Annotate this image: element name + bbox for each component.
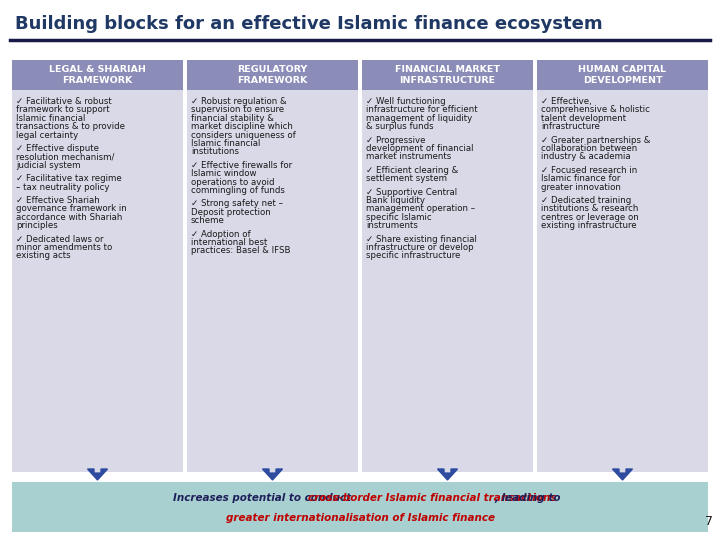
Text: ✓ Efficient clearing &: ✓ Efficient clearing & [366,166,458,175]
Text: infrastructure or develop: infrastructure or develop [366,243,474,252]
Text: ✓ Effective dispute: ✓ Effective dispute [16,144,99,153]
Text: market instruments: market instruments [366,152,451,161]
FancyBboxPatch shape [537,90,708,472]
Text: 7: 7 [705,515,713,528]
Text: institutions & research: institutions & research [541,205,639,213]
Text: ✓ Adoption of: ✓ Adoption of [191,230,251,239]
Text: minor amendments to: minor amendments to [16,243,112,252]
Text: ✓ Dedicated laws or: ✓ Dedicated laws or [16,234,104,244]
FancyBboxPatch shape [187,60,358,90]
Text: & surplus funds: & surplus funds [366,122,433,131]
Text: ✓ Effective,: ✓ Effective, [541,97,592,106]
Text: accordance with Shariah: accordance with Shariah [16,213,122,222]
Text: greater innovation: greater innovation [541,183,621,192]
Text: ✓ Focused research in: ✓ Focused research in [541,166,637,175]
FancyBboxPatch shape [12,482,708,532]
Text: centres or leverage on: centres or leverage on [541,213,639,222]
Text: judicial system: judicial system [16,161,81,170]
Text: industry & academia: industry & academia [541,152,631,161]
Text: institutions: institutions [191,147,239,157]
Text: operations to avoid: operations to avoid [191,178,274,187]
Text: international best: international best [191,238,267,247]
Text: existing infrastructure: existing infrastructure [541,221,636,230]
FancyBboxPatch shape [187,90,358,472]
Text: considers uniqueness of: considers uniqueness of [191,131,296,140]
Text: Islamic window: Islamic window [191,169,256,178]
Text: practices: Basel & IFSB: practices: Basel & IFSB [191,246,290,255]
Text: ✓ Facilitative tax regime: ✓ Facilitative tax regime [16,174,122,183]
FancyBboxPatch shape [12,60,183,90]
Text: governance framework in: governance framework in [16,205,127,213]
FancyBboxPatch shape [362,60,533,90]
Text: management operation –: management operation – [366,205,475,213]
Text: HUMAN CAPITAL
DEVELOPMENT: HUMAN CAPITAL DEVELOPMENT [578,65,667,85]
Text: Bank liquidity: Bank liquidity [366,196,425,205]
Text: Islamic financial: Islamic financial [191,139,261,148]
Text: REGULATORY
FRAMEWORK: REGULATORY FRAMEWORK [238,65,307,85]
Polygon shape [88,469,107,480]
Text: instruments: instruments [366,221,418,230]
Text: Building blocks for an effective Islamic finance ecosystem: Building blocks for an effective Islamic… [15,15,603,33]
Text: principles: principles [16,221,58,230]
Text: transactions & to provide: transactions & to provide [16,122,125,131]
Text: settlement system: settlement system [366,174,447,183]
Text: greater internationalisation of Islamic finance: greater internationalisation of Islamic … [225,513,495,523]
Text: talent development: talent development [541,114,626,123]
Text: Increases potential to conduct: Increases potential to conduct [173,493,355,503]
Text: ✓ Progressive: ✓ Progressive [366,136,426,145]
Text: LEGAL & SHARIAH
FRAMEWORK: LEGAL & SHARIAH FRAMEWORK [49,65,146,85]
Text: ✓ Effective firewalls for: ✓ Effective firewalls for [191,161,292,170]
Text: legal certainty: legal certainty [16,131,78,140]
Text: specific infrastructure: specific infrastructure [366,252,460,260]
Text: FINANCIAL MARKET
INFRASTRUCTURE: FINANCIAL MARKET INFRASTRUCTURE [395,65,500,85]
Text: ✓ Effective Shariah: ✓ Effective Shariah [16,196,100,205]
Text: – tax neutrality policy: – tax neutrality policy [16,183,109,192]
Text: collaboration between: collaboration between [541,144,637,153]
Text: ✓ Greater partnerships &: ✓ Greater partnerships & [541,136,650,145]
Text: Islamic finance for: Islamic finance for [541,174,621,183]
Text: ✓ Strong safety net –: ✓ Strong safety net – [191,199,283,208]
Text: Deposit protection: Deposit protection [191,208,271,217]
Text: ✓ Robust regulation &: ✓ Robust regulation & [191,97,287,106]
Text: framework to support: framework to support [16,105,109,114]
Text: ✓ Well functioning: ✓ Well functioning [366,97,446,106]
Text: financial stability &: financial stability & [191,114,274,123]
Text: ✓ Dedicated training: ✓ Dedicated training [541,196,631,205]
Text: ✓ Supportive Central: ✓ Supportive Central [366,187,457,197]
Text: management of liquidity: management of liquidity [366,114,472,123]
Text: specific Islamic: specific Islamic [366,213,431,222]
Text: scheme: scheme [191,216,225,225]
Polygon shape [613,469,632,480]
Text: market discipline which: market discipline which [191,122,293,131]
Polygon shape [438,469,457,480]
Polygon shape [263,469,282,480]
Text: comprehensive & holistic: comprehensive & holistic [541,105,650,114]
FancyBboxPatch shape [12,90,183,472]
Text: Islamic financial: Islamic financial [16,114,86,123]
Text: infrastructure for efficient: infrastructure for efficient [366,105,477,114]
Text: cross-border Islamic financial transactions: cross-border Islamic financial transacti… [308,493,557,503]
Text: development of financial: development of financial [366,144,474,153]
Text: ✓ Share existing financial: ✓ Share existing financial [366,234,477,244]
Text: ✓ Facilitative & robust: ✓ Facilitative & robust [16,97,112,106]
Text: infrastructure: infrastructure [541,122,600,131]
Text: existing acts: existing acts [16,252,71,260]
FancyBboxPatch shape [537,60,708,90]
Text: resolution mechanism/: resolution mechanism/ [16,152,114,161]
Text: , leading to: , leading to [495,493,562,503]
FancyBboxPatch shape [362,90,533,472]
Text: commingling of funds: commingling of funds [191,186,285,195]
Text: supervision to ensure: supervision to ensure [191,105,284,114]
